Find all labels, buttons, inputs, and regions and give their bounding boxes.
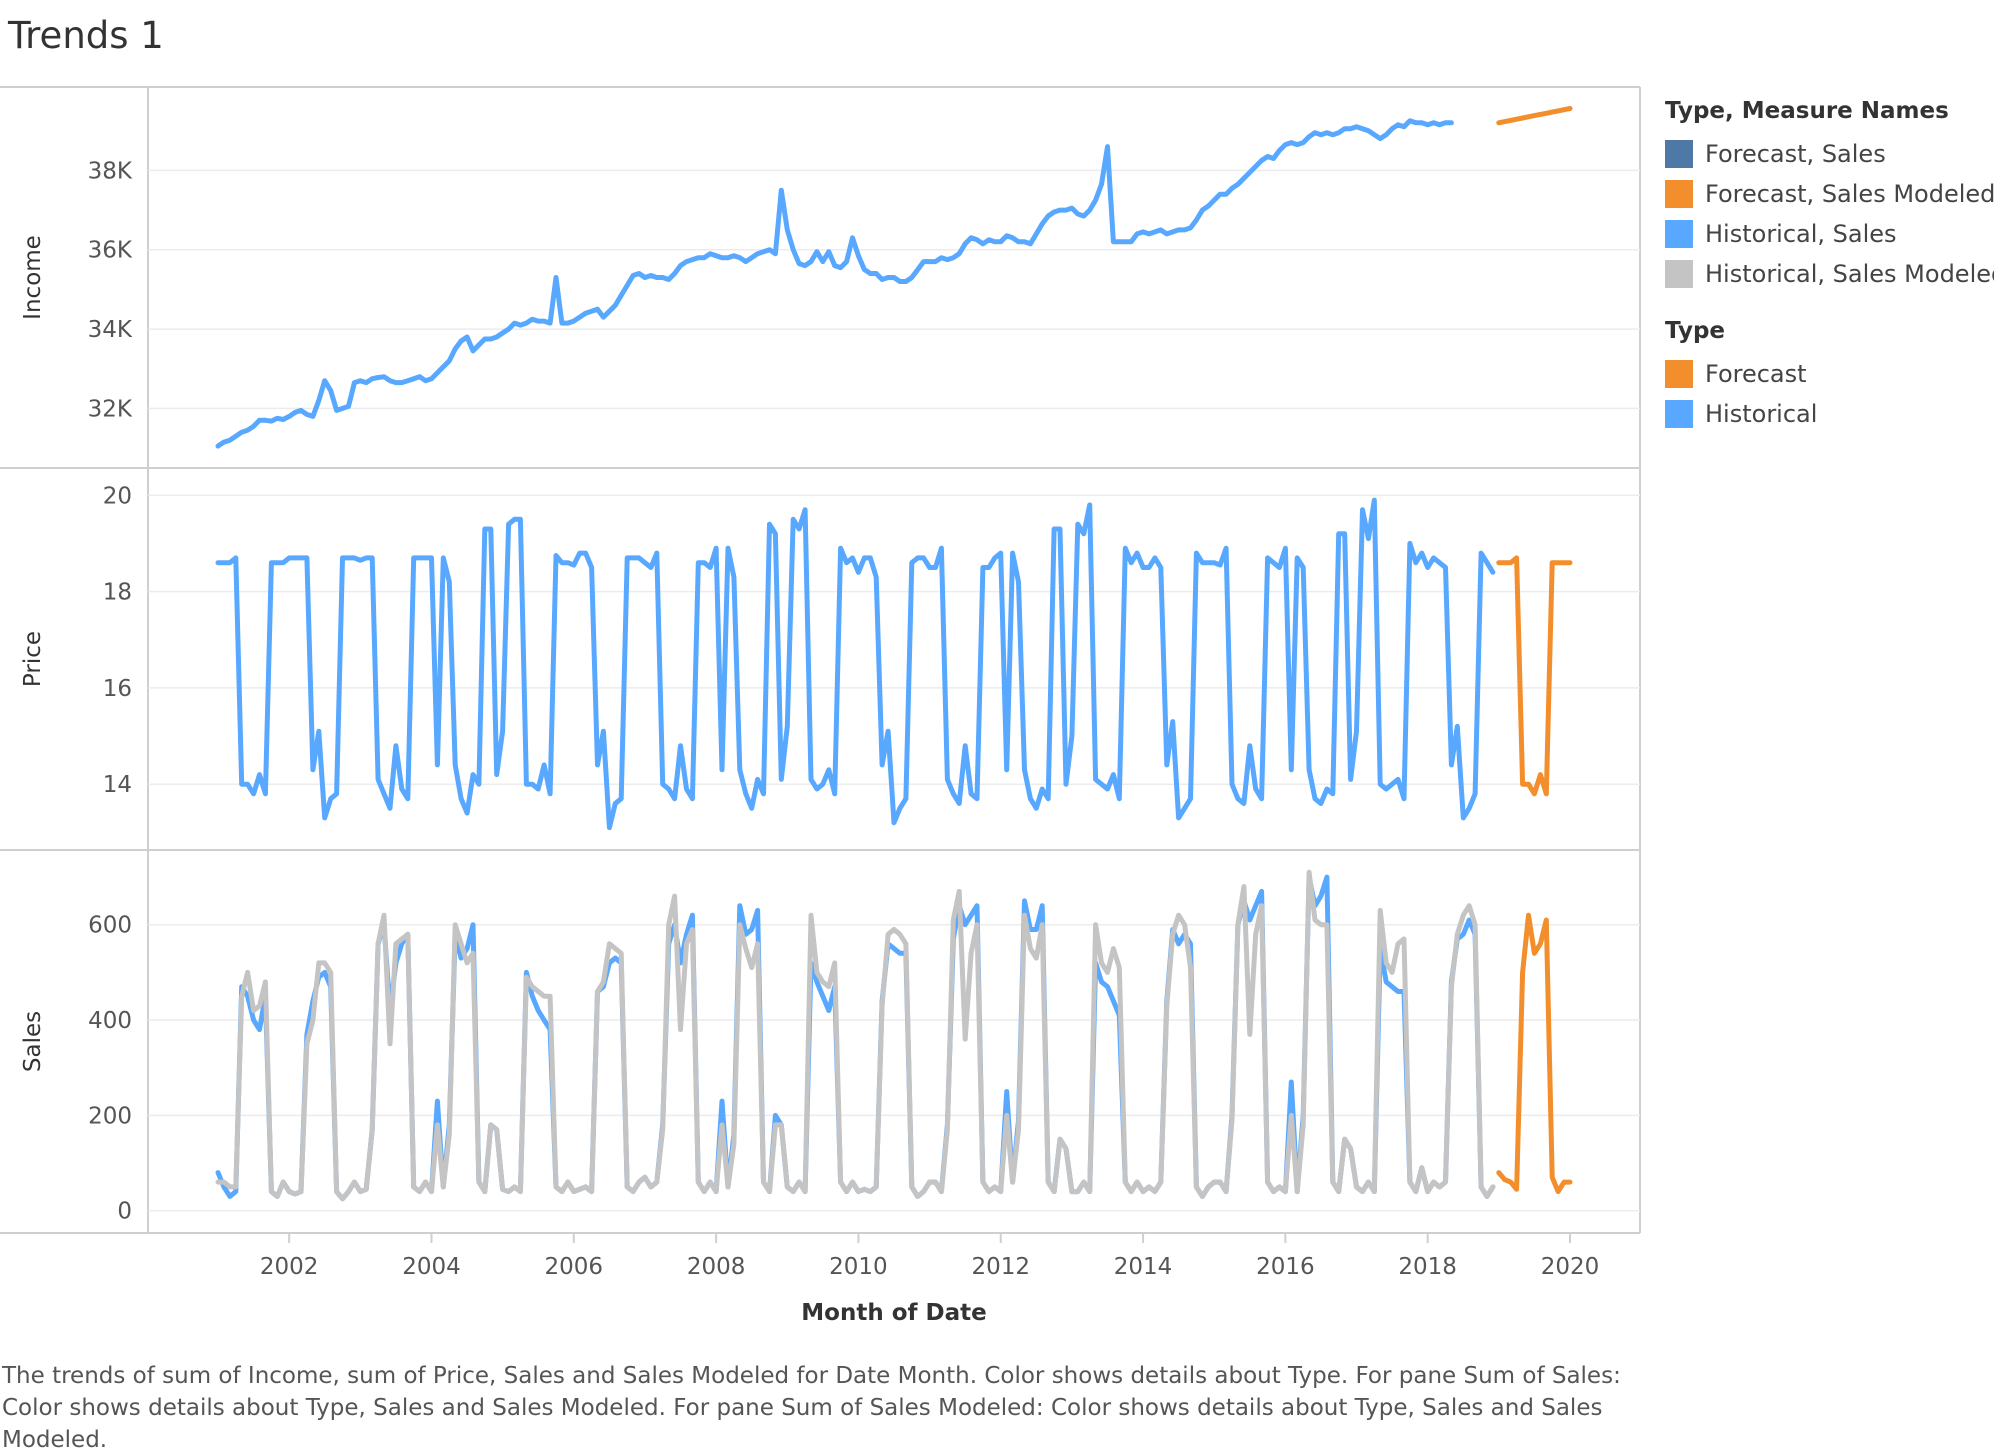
x-tick-label: 2014 [1114,1254,1173,1280]
y-tick-label: 600 [88,913,132,939]
legend-swatch [1665,140,1693,168]
y-tick-label: 38K [88,158,133,184]
x-tick-label: 2016 [1256,1254,1315,1280]
y-tick-label: 18 [103,580,132,606]
legend-title: Type [1665,318,1726,344]
y-axis-label: Price [20,631,46,687]
x-tick-label: 2020 [1541,1254,1600,1280]
legend-item[interactable]: Forecast [1665,354,1990,394]
y-tick-label: 32K [88,396,133,422]
series-line-forecast [1496,555,1573,797]
chart-title: Trends 1 [8,14,164,57]
legend-swatch [1665,360,1693,388]
x-tick-label: 2010 [829,1254,888,1280]
legend-title: Type, Measure Names [1665,98,1949,124]
legend-label: Forecast [1705,360,1807,388]
legend-swatch [1665,400,1693,428]
series-line-historical [215,118,1454,449]
x-tick-label: 2008 [687,1254,746,1280]
x-tick-label: 2002 [260,1254,319,1280]
y-axis-label: Income [20,235,46,320]
y-axis-label: Sales [20,1011,46,1072]
y-tick-label: 200 [88,1103,132,1129]
legend-label: Forecast, Sales Modeled [1705,180,1994,208]
x-tick-label: 2004 [402,1254,461,1280]
x-tick-label: 2018 [1398,1254,1457,1280]
legend-label: Forecast, Sales [1705,140,1886,168]
y-tick-label: 0 [117,1199,132,1225]
legend-item[interactable]: Historical, Sales Modeled [1665,254,1994,294]
series-line-historical [215,497,1496,831]
x-tick-label: 2012 [971,1254,1030,1280]
legend-item[interactable]: Forecast, Sales Modeled [1665,174,1994,214]
chart-caption: The trends of sum of Income, sum of Pric… [2,1363,1621,1453]
y-tick-label: 20 [103,483,132,509]
x-axis-label: Month of Date [801,1300,986,1326]
y-tick-label: 34K [88,317,133,343]
series-line-historical-sales-modeled [215,869,1496,1202]
y-tick-label: 14 [103,772,132,798]
legend-swatch [1665,180,1693,208]
legend-item[interactable]: Forecast, Sales [1665,134,1990,174]
y-tick-label: 36K [88,238,133,264]
series-line-forecast-sales-modeled [1496,912,1573,1195]
legend-group: Type Forecast Historical [1665,316,1990,434]
legend-group: Type, Measure Names Forecast, Sales Foreca… [1665,96,1994,294]
legend-item[interactable]: Historical [1665,394,1990,434]
x-tick-label: 2006 [545,1254,604,1280]
y-tick-label: 400 [88,1008,132,1034]
legend-label: Historical [1705,400,1818,428]
legend-item[interactable]: Historical, Sales [1665,214,1990,254]
legend-swatch [1665,220,1693,248]
legend: Type, Measure Names Forecast, Sales Foreca… [1665,96,1994,456]
legend-label: Historical, Sales Modeled [1705,260,1994,288]
legend-label: Historical, Sales [1705,220,1897,248]
series-line-forecast [1496,106,1573,126]
legend-swatch [1665,260,1693,288]
y-tick-label: 16 [103,676,132,702]
